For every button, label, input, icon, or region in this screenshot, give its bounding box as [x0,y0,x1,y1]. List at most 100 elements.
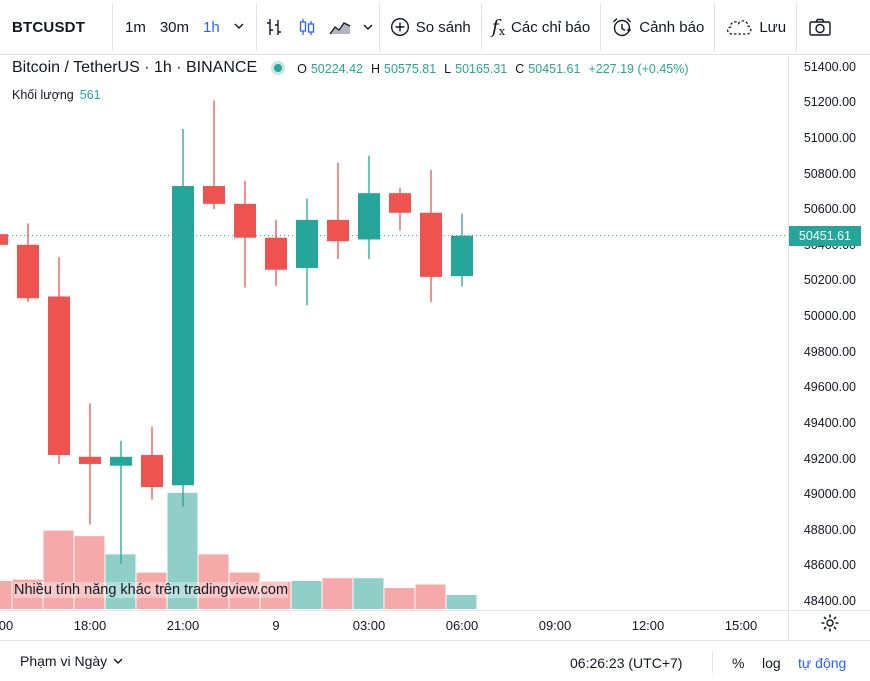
price-tick-label: 49600.00 [803,380,856,395]
screenshot-button[interactable] [797,0,843,54]
candle-body [203,186,225,204]
price-chart[interactable] [0,56,788,610]
candle [17,223,39,302]
volume-bar [136,572,167,609]
ohlc-values: O 50224.42 H 50575.81 L 50165.31 C 50451.61 … [297,62,688,76]
alert-button[interactable]: Cảnh báo [601,0,714,54]
price-axis[interactable]: 51400.00 51200.00 51000.00 50800.00 50600.00… [788,56,870,610]
market-status-icon[interactable] [271,61,286,75]
volume-bar [260,581,291,609]
candle [203,100,225,210]
toolbar-divider [112,3,113,51]
chart-settings-button[interactable] [788,610,870,640]
close-key: C [515,62,525,76]
candles-icon [297,17,317,37]
volume-bar [198,554,229,609]
volume-bar [322,578,353,609]
symbol-search[interactable]: BTCUSDT [12,18,86,36]
compare-label: So sánh [415,18,471,36]
candle [265,219,287,286]
price-tick-label: 51200.00 [803,95,856,110]
chart-type-dropdown[interactable] [357,0,379,54]
candle-body [17,244,39,299]
low-value: 50165.31 [455,62,508,76]
candle [420,170,442,302]
time-tick-label: 21:00 [166,618,200,633]
volume-bars [0,492,477,609]
time-tick-label: 12:00 [631,618,665,633]
save-label: Lưu [759,18,787,36]
bottom-toolbar: Phạm vi Ngày 06:26:23 (UTC+7) % log tự đ… [0,640,870,681]
bar-style-button[interactable] [257,0,291,54]
chevron-down-icon[interactable] [228,20,250,34]
open-value: 50224.42 [310,62,363,76]
percent-scale-toggle[interactable]: % [732,655,745,671]
price-tick-label: 49800.00 [803,344,856,359]
toolbar-divider [714,3,716,51]
low-key: L [444,62,452,76]
area-style-button[interactable] [323,0,357,54]
candle [79,403,101,525]
legend-title: Bitcoin / TetherUS · 1h · BINANCE [12,59,258,76]
candle-body [172,186,194,486]
indicators-label: Các chỉ báo [511,18,591,36]
toolbar-divider [600,3,602,51]
candle [296,198,318,306]
candle-body [327,219,349,242]
date-range-dropdown[interactable]: Phạm vi Ngày [0,653,123,669]
alert-label: Cảnh báo [639,18,705,36]
time-tick-label: 03:00 [352,618,386,633]
time-tick-label: 06:00 [445,618,479,633]
save-button[interactable]: Lưu [715,0,796,54]
chevron-down-icon [113,653,123,669]
promo-watermark[interactable]: Nhiều tính năng khác trên tradingview.co… [14,582,289,598]
log-scale-toggle[interactable]: log [762,655,781,671]
volume-legend[interactable]: Khối lượng 561 [12,88,101,102]
price-tick-label: 49000.00 [803,487,856,502]
candle-body [296,219,318,268]
candle [451,213,473,287]
chart-legend: Bitcoin / TetherUS · 1h · BINANCE O 50224… [12,59,689,77]
volume-bar [12,579,43,609]
auto-scale-toggle[interactable]: tự động [798,655,847,671]
area-icon [329,18,351,36]
volume-bar [0,581,12,609]
price-tick-label: 49200.00 [803,451,856,466]
alarm-icon [611,16,633,38]
price-tick-label: 48600.00 [803,558,856,573]
volume-bar [353,578,384,609]
timezone-clock[interactable]: 06:26:23 (UTC+7) [570,655,683,671]
candle [110,440,132,564]
volume-bar [446,595,477,609]
price-tick-label: 50200.00 [803,273,856,288]
volume-bar [43,530,74,609]
candle [141,426,163,500]
volume-bar [415,584,446,609]
toolbar-divider [255,3,257,51]
price-tick-label: 50800.00 [803,166,856,181]
bar-style-icon [265,17,283,37]
price-tick-label: 51000.00 [803,130,856,145]
compare-button[interactable]: So sánh [380,0,481,54]
time-tick-label: 15:00 [724,618,758,633]
interval-1m[interactable]: 1m [125,18,146,36]
candle-body [79,456,101,464]
volume-bar [74,536,105,609]
candle-body [110,456,132,466]
range-label: Phạm vi Ngày [20,653,108,669]
candles-style-button[interactable] [291,0,323,54]
chevron-down-icon [363,19,373,36]
time-axis[interactable]: 00 18:00 21:00 9 03:00 06:00 09:00 12:00 15:00 [0,610,788,640]
interval-30m[interactable]: 30m [159,18,190,36]
volume-bar [167,492,198,609]
change-value: +227.19 (+0.45%) [588,62,689,76]
candle [0,234,8,245]
time-tick-label: 00 [0,618,14,633]
interval-1h[interactable]: 1h [203,18,220,36]
candle-body [234,203,256,238]
gear-icon [820,613,840,638]
interval-group: 1m 30m 1h [113,19,250,36]
top-toolbar: BTCUSDT 1m 30m 1h So sánh f [0,0,870,55]
